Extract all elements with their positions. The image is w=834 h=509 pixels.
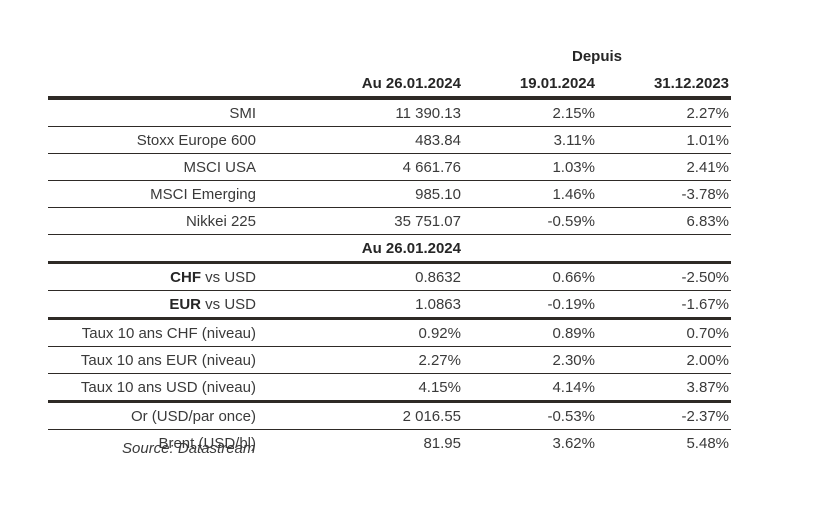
row-pct-ytd: -2.37%	[597, 401, 732, 430]
spacer-cell	[463, 234, 597, 264]
row-pct-week: 3.62%	[552, 434, 595, 452]
row-label: EUR vs USD	[48, 290, 258, 320]
col-header-since-year: 31.12.2023	[597, 70, 732, 100]
row-pct-ytd: -3.78%	[597, 180, 732, 208]
row-pct-week: -0.19%	[463, 290, 597, 320]
table-row-taux-chf: Taux 10 ans CHF (niveau) 0.92% 0.89% 0.7…	[48, 318, 732, 347]
market-table: Depuis Au 26.01.2024 19.01.2024 31.12.20…	[48, 42, 732, 457]
row-pct-week: 0.89%	[463, 318, 597, 347]
source-note: Source: Datastream	[122, 440, 256, 457]
currency-code: CHF	[170, 268, 201, 286]
row-value: 35 751.07	[258, 207, 463, 235]
table-row-smi: SMI 11 390.13 2.15% 2.27%	[48, 98, 732, 127]
row-value: 11 390.13	[258, 98, 463, 127]
table-row-eur-usd: EUR vs USD 1.0863 -0.19% -1.67%	[48, 290, 732, 320]
row-label-rest: vs USD	[200, 268, 256, 286]
spacer-cell	[48, 234, 258, 264]
spacer-cell	[48, 70, 258, 100]
row-pct-ytd: -2.50%	[597, 262, 732, 291]
row-pct-week: 2.30%	[463, 346, 597, 374]
col-header-value-date: Au 26.01.2024	[258, 70, 463, 100]
spacer-cell	[258, 42, 463, 70]
row-label: Taux 10 ans USD (niveau)	[48, 373, 258, 403]
table-row-msci-emerging: MSCI Emerging 985.10 1.46% -3.78%	[48, 180, 732, 208]
row-pct-week: 2.15%	[463, 98, 597, 127]
subheader-row: Au 26.01.2024	[48, 234, 732, 264]
row-pct-ytd: 1.01%	[597, 126, 732, 154]
row-pct-ytd: -1.67%	[597, 290, 732, 320]
spacer-cell	[48, 42, 258, 70]
depuis-header: Depuis	[572, 47, 623, 65]
row-pct-week: 3.11%	[463, 126, 597, 154]
row-pct-ytd: 0.70%	[597, 318, 732, 347]
row-value: 483.84	[258, 126, 463, 154]
row-label: Or (USD/par once)	[48, 401, 258, 430]
row-label: MSCI Emerging	[48, 180, 258, 208]
row-label: Stoxx Europe 600	[48, 126, 258, 154]
row-pct-ytd: 3.87%	[597, 373, 732, 403]
row-label: Taux 10 ans CHF (niveau)	[48, 318, 258, 347]
row-pct-week: 4.14%	[463, 373, 597, 403]
table-row-brent: Brent (USD/bl) 81.95 3.62% 5.48%	[48, 430, 731, 457]
row-label: MSCI USA	[48, 153, 258, 181]
row-value: 0.92%	[258, 318, 463, 347]
col-header-since-week: 19.01.2024	[463, 70, 597, 100]
row-pct-week: -0.59%	[463, 207, 597, 235]
table-row-msci-usa: MSCI USA 4 661.76 1.03% 2.41%	[48, 153, 732, 181]
subheader-date: Au 26.01.2024	[258, 234, 463, 264]
row-value: 2 016.55	[258, 401, 463, 430]
row-label: CHF vs USD	[48, 262, 258, 291]
row-pct-week: 1.46%	[463, 180, 597, 208]
depuis-header-row: Depuis	[48, 42, 731, 70]
table-row-stoxx: Stoxx Europe 600 483.84 3.11% 1.01%	[48, 126, 732, 154]
row-value: 1.0863	[258, 290, 463, 320]
table-row-chf-usd: CHF vs USD 0.8632 0.66% -2.50%	[48, 262, 732, 291]
row-value: 2.27%	[258, 346, 463, 374]
row-pct-week: -0.53%	[463, 401, 597, 430]
row-label: Taux 10 ans EUR (niveau)	[48, 346, 258, 374]
row-pct-ytd: 6.83%	[597, 207, 732, 235]
row-pct-week: 0.66%	[463, 262, 597, 291]
row-value: 81.95	[423, 434, 461, 452]
row-value: 4 661.76	[258, 153, 463, 181]
table-row-taux-eur: Taux 10 ans EUR (niveau) 2.27% 2.30% 2.0…	[48, 346, 732, 374]
row-value: 985.10	[258, 180, 463, 208]
row-pct-ytd: 2.41%	[597, 153, 732, 181]
row-label: Nikkei 225	[48, 207, 258, 235]
row-label: SMI	[48, 98, 258, 127]
table-row-nikkei: Nikkei 225 35 751.07 -0.59% 6.83%	[48, 207, 732, 235]
table-row-taux-usd: Taux 10 ans USD (niveau) 4.15% 4.14% 3.8…	[48, 373, 732, 403]
row-value: 0.8632	[258, 262, 463, 291]
column-header-row: Au 26.01.2024 19.01.2024 31.12.2023	[48, 70, 732, 100]
row-pct-ytd: 2.27%	[597, 98, 732, 127]
row-label-rest: vs USD	[200, 295, 256, 313]
row-pct-week: 1.03%	[463, 153, 597, 181]
row-label: Brent (USD/bl)	[158, 434, 256, 452]
table-row-gold: Or (USD/par once) 2 016.55 -0.53% -2.37%	[48, 401, 732, 430]
row-pct-ytd: 2.00%	[597, 346, 732, 374]
spacer-cell	[597, 234, 732, 264]
row-value: 4.15%	[258, 373, 463, 403]
row-pct-ytd: 5.48%	[686, 434, 730, 452]
currency-code: EUR	[169, 295, 201, 313]
